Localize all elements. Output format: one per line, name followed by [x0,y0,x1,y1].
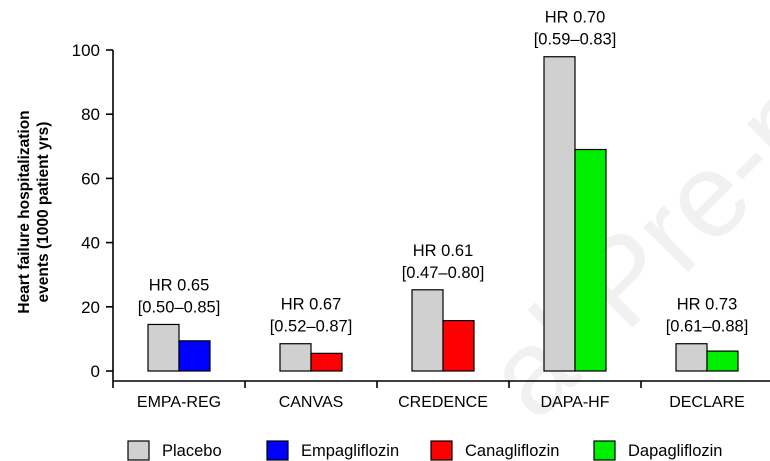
bar-placebo-canvas [279,343,312,372]
hr-ci-annotation: [0.59–0.83] [534,31,617,49]
hr-ci-annotation: [0.50–0.85] [138,298,221,316]
legend-label-empagliflozin: Empagliflozin [301,442,399,460]
bar-canagliflozin-canvas [310,352,343,372]
bar-placebo-credence [411,289,444,372]
x-tick-label: DECLARE [669,394,745,411]
hr-ci-annotation: [0.61–0.88] [666,318,749,336]
legend-label-dapagliflozin: Dapagliflozin [628,442,722,460]
bar-dapagliflozin-dapa-hf [574,148,607,372]
hr-annotation: HR 0.73 [677,296,738,314]
legend-swatch-canagliflozin [430,440,453,461]
hr-ci-annotation: [0.47–0.80] [402,264,485,282]
x-tick-label: DAPA-HF [540,394,609,411]
y-tick-label: 0 [91,362,100,381]
hr-annotation: HR 0.65 [149,276,210,294]
y-axis-label: Heart failure hospitalization events (100… [16,110,52,313]
legend-swatch-dapagliflozin [593,440,616,461]
y-tick-label: 80 [81,105,100,124]
x-tick-label: CANVAS [279,394,344,411]
y-tick-label: 20 [81,298,100,317]
y-tick-label: 40 [81,234,100,253]
y-tick-label: 100 [72,41,100,60]
legend-label-placebo: Placebo [162,442,222,460]
hr-annotation: HR 0.67 [281,296,342,314]
hr-ci-annotation: [0.52–0.87] [270,318,353,336]
x-tick-label: CREDENCE [398,394,488,411]
hr-annotation: HR 0.61 [413,242,474,260]
bar-placebo-empa-reg [147,323,180,372]
legend-swatch-empagliflozin [266,440,289,461]
legend-label-canagliflozin: Canagliflozin [465,442,559,460]
y-tick-label: 60 [81,169,100,188]
hr-annotation: HR 0.70 [545,9,606,27]
x-tick-label: EMPA-REG [137,394,221,411]
bar-placebo-dapa-hf [543,56,576,372]
bar-placebo-declare [675,343,708,372]
legend-swatch-placebo [127,440,150,461]
bar-canagliflozin-credence [442,320,475,372]
bar-dapagliflozin-declare [706,350,739,372]
bar-empagliflozin-empa-reg [178,340,211,372]
